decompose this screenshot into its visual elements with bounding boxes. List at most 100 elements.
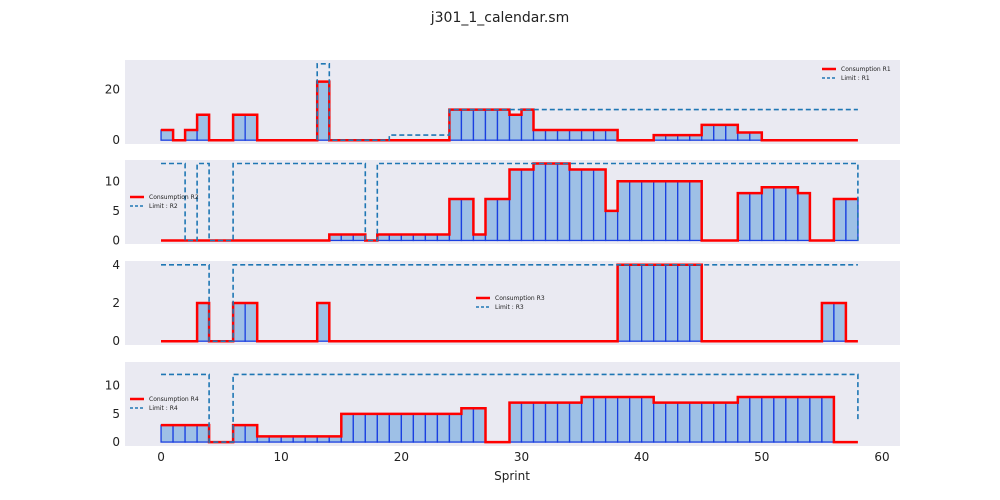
consumption-bar: [448, 108, 463, 141]
consumption-bar: [556, 401, 571, 443]
consumption-bar: [749, 192, 763, 242]
consumption-bar: [544, 129, 559, 141]
consumption-bar: [160, 129, 174, 141]
consumption-bar: [244, 114, 258, 141]
consumption-bar: [713, 124, 727, 141]
consumption-bar: [484, 108, 499, 141]
consumption-bar: [376, 413, 390, 443]
consumption-bar: [556, 162, 571, 242]
consumption-bar: [785, 186, 799, 242]
consumption-bar: [172, 424, 186, 443]
legend-consumption-label: Consumption R1: [841, 66, 891, 73]
consumption-bar: [520, 401, 535, 443]
consumption-bar: [544, 401, 559, 443]
consumption-bar: [448, 413, 463, 443]
consumption-bar: [340, 413, 354, 443]
y-tick-label: 0: [112, 233, 120, 247]
x-tick-label: 10: [274, 450, 289, 464]
consumption-bar: [184, 424, 198, 443]
y-tick-label: 4: [112, 258, 120, 272]
y-tick-label: 5: [112, 407, 120, 421]
subplot-r2: 0 5 10 Consumption R2 Limit : R2: [105, 160, 900, 247]
consumption-bar: [244, 424, 258, 443]
y-tick-label: 0: [112, 133, 120, 147]
consumption-bar: [448, 198, 463, 242]
x-tick-label: 30: [514, 450, 529, 464]
consumption-bar: [388, 413, 403, 443]
consumption-bar: [641, 396, 655, 443]
consumption-bar: [484, 198, 499, 242]
consumption-bar: [665, 401, 679, 443]
consumption-bar: [352, 413, 366, 443]
legend-consumption-label: Consumption R3: [495, 295, 545, 302]
consumption-bar: [773, 186, 787, 242]
x-tick-label: 20: [394, 450, 409, 464]
consumption-bar: [400, 413, 415, 443]
y-tick-label: 0: [112, 334, 120, 348]
consumption-bar: [665, 264, 679, 342]
x-tick-label: 0: [157, 450, 165, 464]
consumption-bar: [580, 168, 595, 242]
legend-consumption-label: Consumption R4: [149, 396, 199, 403]
legend-r1: Consumption R1 Limit : R1: [822, 66, 891, 82]
consumption-bar: [196, 114, 210, 141]
legend-limit-label: Limit : R4: [149, 405, 178, 412]
subplot-r1: 0 20 Consumption R1 Limit : R1: [105, 60, 900, 147]
consumption-bar: [641, 180, 655, 242]
consumption-bar: [580, 396, 595, 443]
consumption-bar: [689, 264, 703, 342]
consumption-bar: [508, 114, 523, 141]
consumption-bar: [677, 264, 691, 342]
consumption-bar: [232, 424, 246, 443]
limit-line-r1: [316, 63, 858, 141]
x-tick-label: 60: [874, 450, 889, 464]
consumption-bar: [592, 396, 607, 443]
consumption-bar: [520, 108, 535, 141]
consumption-bar: [580, 129, 595, 141]
y-tick-label: 5: [112, 204, 120, 218]
consumption-bar: [508, 168, 523, 242]
consumption-bar: [809, 396, 823, 443]
consumption-line-r2: [161, 162, 858, 242]
consumption-bar: [653, 180, 667, 242]
consumption-bar: [316, 80, 330, 141]
consumption-bar: [232, 302, 246, 342]
legend-r2: Consumption R2 Limit : R2: [130, 194, 199, 210]
consumption-bar: [737, 192, 751, 242]
subplot-r3: 0 2 4 Consumption R3 Limit : R3: [112, 258, 900, 348]
consumption-bar: [821, 302, 835, 342]
consumption-bar: [196, 302, 210, 342]
consumption-bar: [232, 114, 246, 141]
consumption-bar: [604, 210, 619, 242]
consumption-bar: [773, 396, 787, 443]
consumption-bar: [821, 396, 835, 443]
consumption-bar: [532, 162, 547, 242]
consumption-bar: [845, 198, 859, 242]
consumption-bar: [544, 162, 559, 242]
consumption-bar: [797, 396, 811, 443]
consumption-bar: [568, 129, 583, 141]
consumption-bar: [737, 396, 751, 443]
limit-line-r3: [161, 264, 858, 342]
legend-consumption-label: Consumption R2: [149, 194, 199, 201]
consumption-bar: [653, 401, 667, 443]
x-tick-label: 40: [634, 450, 649, 464]
consumption-bar: [568, 401, 583, 443]
y-tick-label: 10: [105, 379, 120, 393]
consumption-bar: [725, 401, 739, 443]
consumption-bar: [833, 198, 847, 242]
consumption-bar: [833, 302, 847, 342]
consumption-bar: [749, 396, 763, 443]
consumption-bar: [460, 108, 475, 141]
consumption-bar: [592, 168, 607, 242]
consumption-bar: [604, 396, 619, 443]
consumption-bar: [665, 180, 679, 242]
consumption-bar: [616, 180, 631, 242]
consumption-bar: [797, 192, 811, 242]
consumption-bar: [556, 129, 571, 141]
consumption-bar: [701, 401, 715, 443]
x-axis: 0 10 20 30 40 50 60: [157, 450, 889, 464]
y-tick-label: 10: [105, 174, 120, 188]
